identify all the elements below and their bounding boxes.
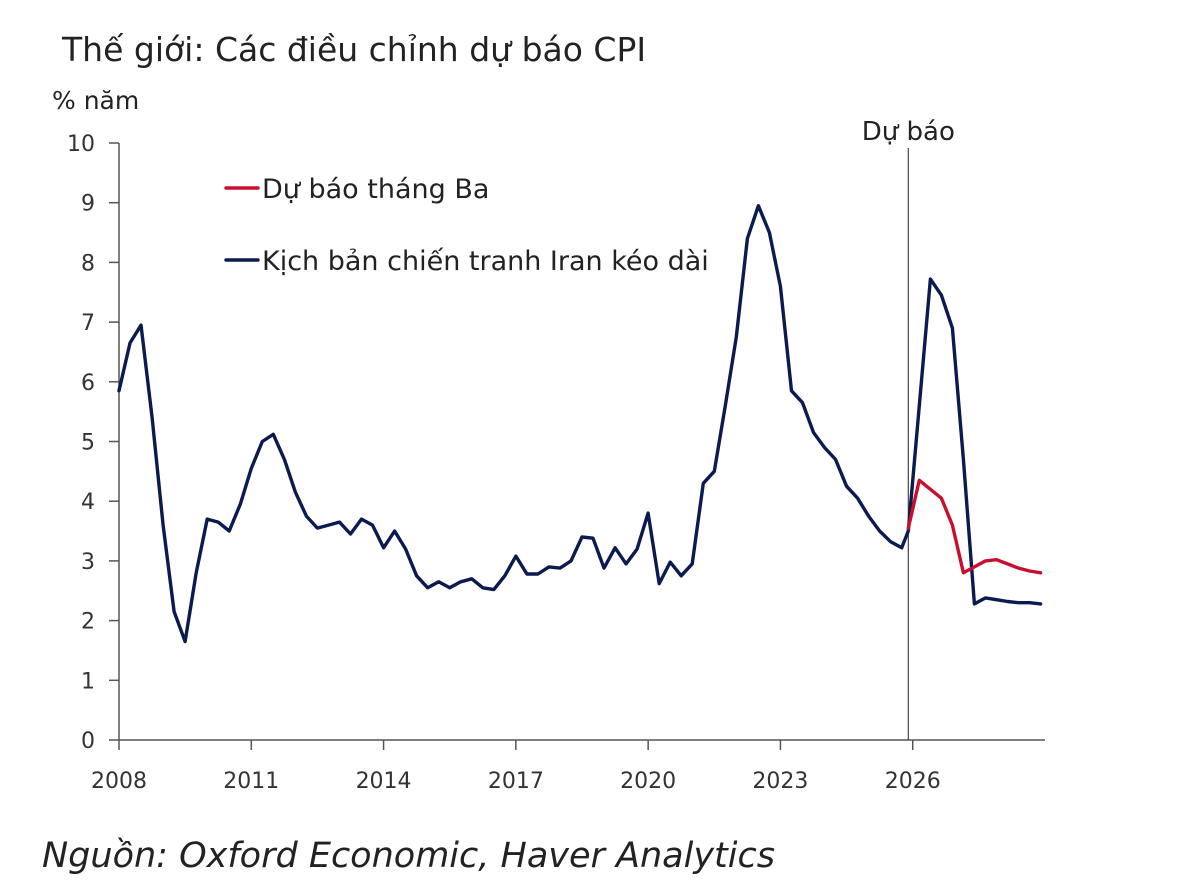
series-layer xyxy=(117,203,1043,644)
y-tick-label: 9 xyxy=(81,192,95,217)
y-tick-label: 5 xyxy=(81,431,95,456)
y-tick-label: 10 xyxy=(67,132,95,157)
x-tick-label: 2017 xyxy=(488,769,544,794)
y-tick-label: 4 xyxy=(81,490,95,515)
legend: Dự báo tháng Ba Kịch bản chiến tranh Iran… xyxy=(224,174,709,277)
x-tick-label: 2014 xyxy=(356,769,412,794)
x-tick-label: 2020 xyxy=(620,769,676,794)
x-tick-label: 2026 xyxy=(885,769,941,794)
y-tick-label: 0 xyxy=(81,729,95,754)
y-tick-label: 1 xyxy=(81,669,95,694)
chart-title: Thế giới: Các điều chỉnh dự báo CPI xyxy=(62,30,647,69)
legend-label-march-forecast: Dự báo tháng Ba xyxy=(262,174,489,205)
axes: 0 1 2 3 4 5 6 7 8 9 10 2008 2011 2014 2017 2020 2023 2026 xyxy=(67,132,1045,794)
y-tick-label: 2 xyxy=(81,610,95,635)
y-tick-label: 6 xyxy=(81,371,95,396)
y-axis-unit-label: % năm xyxy=(52,86,140,115)
x-tick-label: 2008 xyxy=(91,769,147,794)
forecast-label: Dự báo xyxy=(862,117,955,147)
series-line-iran-war-scenario xyxy=(117,203,1043,644)
y-tick-label: 3 xyxy=(81,550,95,575)
source-note: Nguồn: Oxford Economic, Haver Analytics xyxy=(42,836,775,876)
legend-label-iran-war-scenario: Kịch bản chiến tranh Iran kéo dài xyxy=(262,246,709,277)
y-tick-label: 8 xyxy=(81,251,95,276)
forecast-marker: Dự báo xyxy=(862,117,955,740)
series-line-march-forecast xyxy=(906,478,1043,575)
x-tick-label: 2023 xyxy=(752,769,808,794)
y-tick-label: 7 xyxy=(81,311,95,336)
x-tick-label: 2011 xyxy=(223,769,279,794)
